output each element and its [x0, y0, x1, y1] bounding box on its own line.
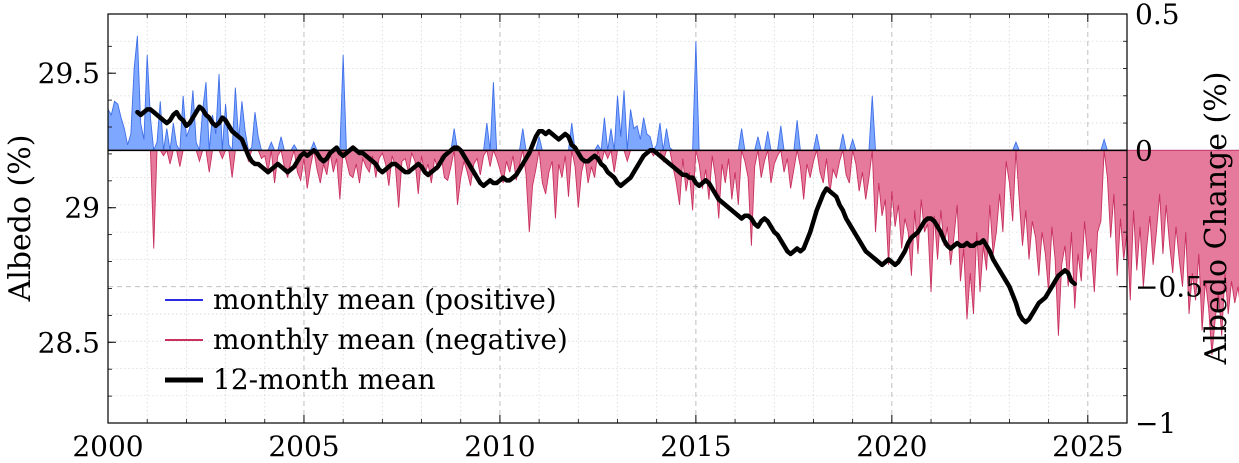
- legend: monthly mean (positive) monthly mean (neg…: [165, 283, 568, 396]
- monthly-change-areas: [107, 35, 1239, 355]
- x-tick-label: 2010: [464, 430, 535, 463]
- axis-ticks: [107, 13, 1127, 424]
- y-right-tick-label: 0.5: [1135, 0, 1180, 31]
- y-right-tick-labels: −1 −0.5 0 0.5: [1135, 0, 1203, 440]
- y-right-tick-label: 0: [1135, 134, 1153, 167]
- negative-change-area: [108, 148, 1239, 355]
- x-tick-label: 2025: [1052, 430, 1123, 463]
- twelve-month-mean-line: [135, 104, 1077, 325]
- legend-label: 12-month mean: [213, 363, 436, 396]
- positive-change-area: [107, 35, 1239, 152]
- y-left-tick-label: 29.5: [38, 57, 100, 90]
- x-tick-labels: 2000 2005 2010 2015 2020 2025: [72, 430, 1123, 463]
- y-left-tick-label: 28.5: [38, 326, 100, 359]
- x-tick-label: 2000: [72, 430, 143, 463]
- x-tick-label: 2015: [660, 430, 731, 463]
- y-axis-left-title: Albedo (%): [3, 135, 38, 303]
- x-tick-label: 2005: [268, 430, 339, 463]
- legend-label: monthly mean (positive): [213, 283, 557, 316]
- y-left-tick-label: 29: [64, 192, 100, 225]
- y-right-tick-label: −1: [1135, 407, 1176, 440]
- y-axis-right-title: Albedo Change (%): [1199, 72, 1234, 366]
- legend-label: monthly mean (negative): [213, 323, 568, 356]
- y-right-tick-label: −0.5: [1135, 271, 1203, 304]
- x-tick-label: 2020: [856, 430, 927, 463]
- y-left-tick-labels: 28.5 29 29.5: [38, 57, 100, 359]
